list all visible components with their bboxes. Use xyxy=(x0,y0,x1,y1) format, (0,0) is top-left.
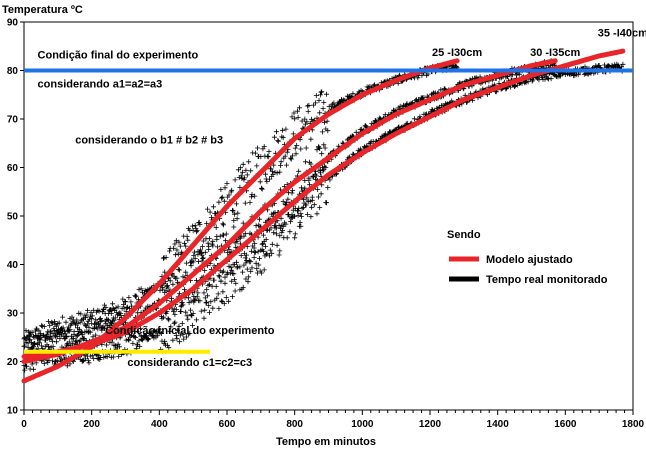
x-axis-ticks: 0 200 400 600 800 1000 1200 1400 1600 1800 xyxy=(21,410,645,430)
observed-points xyxy=(21,61,460,350)
x-tick-label: 1200 xyxy=(419,419,442,430)
x-tick-label: 1400 xyxy=(487,419,510,430)
fitted-curve xyxy=(21,58,558,364)
reference-label-top: Condição inicial do experimento xyxy=(105,325,275,337)
x-tick-label: 1000 xyxy=(351,419,374,430)
x-tick-label: 0 xyxy=(21,419,27,430)
x-tick-label: 600 xyxy=(219,419,236,430)
y-tick-label: 80 xyxy=(7,66,19,77)
chart-annotation: 30 -I35cm xyxy=(530,47,580,59)
x-tick-label: 400 xyxy=(151,419,168,430)
y-tick-label: 20 xyxy=(7,357,19,368)
annotations-layer: considerando o b1 # b2 # b3 25 -I30cm 30 -… xyxy=(75,28,646,147)
y-tick-label: 70 xyxy=(7,115,19,126)
x-tick-label: 1800 xyxy=(622,419,645,430)
x-axis-title: Tempo em minutos xyxy=(276,436,376,448)
y-tick-label: 40 xyxy=(7,260,19,271)
y-tick-label: 30 xyxy=(7,309,19,320)
x-tick-label: 200 xyxy=(83,419,100,430)
chart-annotation: considerando o b1 # b2 # b3 xyxy=(75,134,223,146)
reference-lines-layer: Condição final do experimento considerand… xyxy=(24,50,633,369)
x-tick-label: 1600 xyxy=(554,419,577,430)
legend-title: Sendo xyxy=(447,229,481,241)
y-tick-label: 90 xyxy=(7,18,19,29)
fitted-curves-layer xyxy=(21,48,626,384)
reference-label-top: Condição final do experimento xyxy=(38,50,199,62)
x-tick-label: 800 xyxy=(286,419,303,430)
chart-annotation: 35 -I40cm xyxy=(598,28,646,40)
y-tick-label: 50 xyxy=(7,212,19,223)
chart-annotation: 25 -I30cm xyxy=(432,47,482,59)
y-axis-title: Temperatura ºC xyxy=(2,4,83,16)
reference-label-bottom: considerando c1=c2=c3 xyxy=(127,357,252,369)
y-tick-label: 10 xyxy=(7,406,19,417)
y-axis-ticks: 10 20 30 40 50 60 70 80 90 xyxy=(7,18,24,417)
legend-label-observed: Tempo real monitorado xyxy=(486,274,608,286)
legend-label-fitted: Modelo ajustado xyxy=(486,254,573,266)
observed-curve xyxy=(21,61,460,350)
fitted-curve xyxy=(21,48,626,360)
legend: Sendo Modelo ajustado Tempo real monitor… xyxy=(447,229,608,286)
y-tick-label: 60 xyxy=(7,163,19,174)
reference-label-bottom: considerando a1=a2=a3 xyxy=(38,79,163,91)
